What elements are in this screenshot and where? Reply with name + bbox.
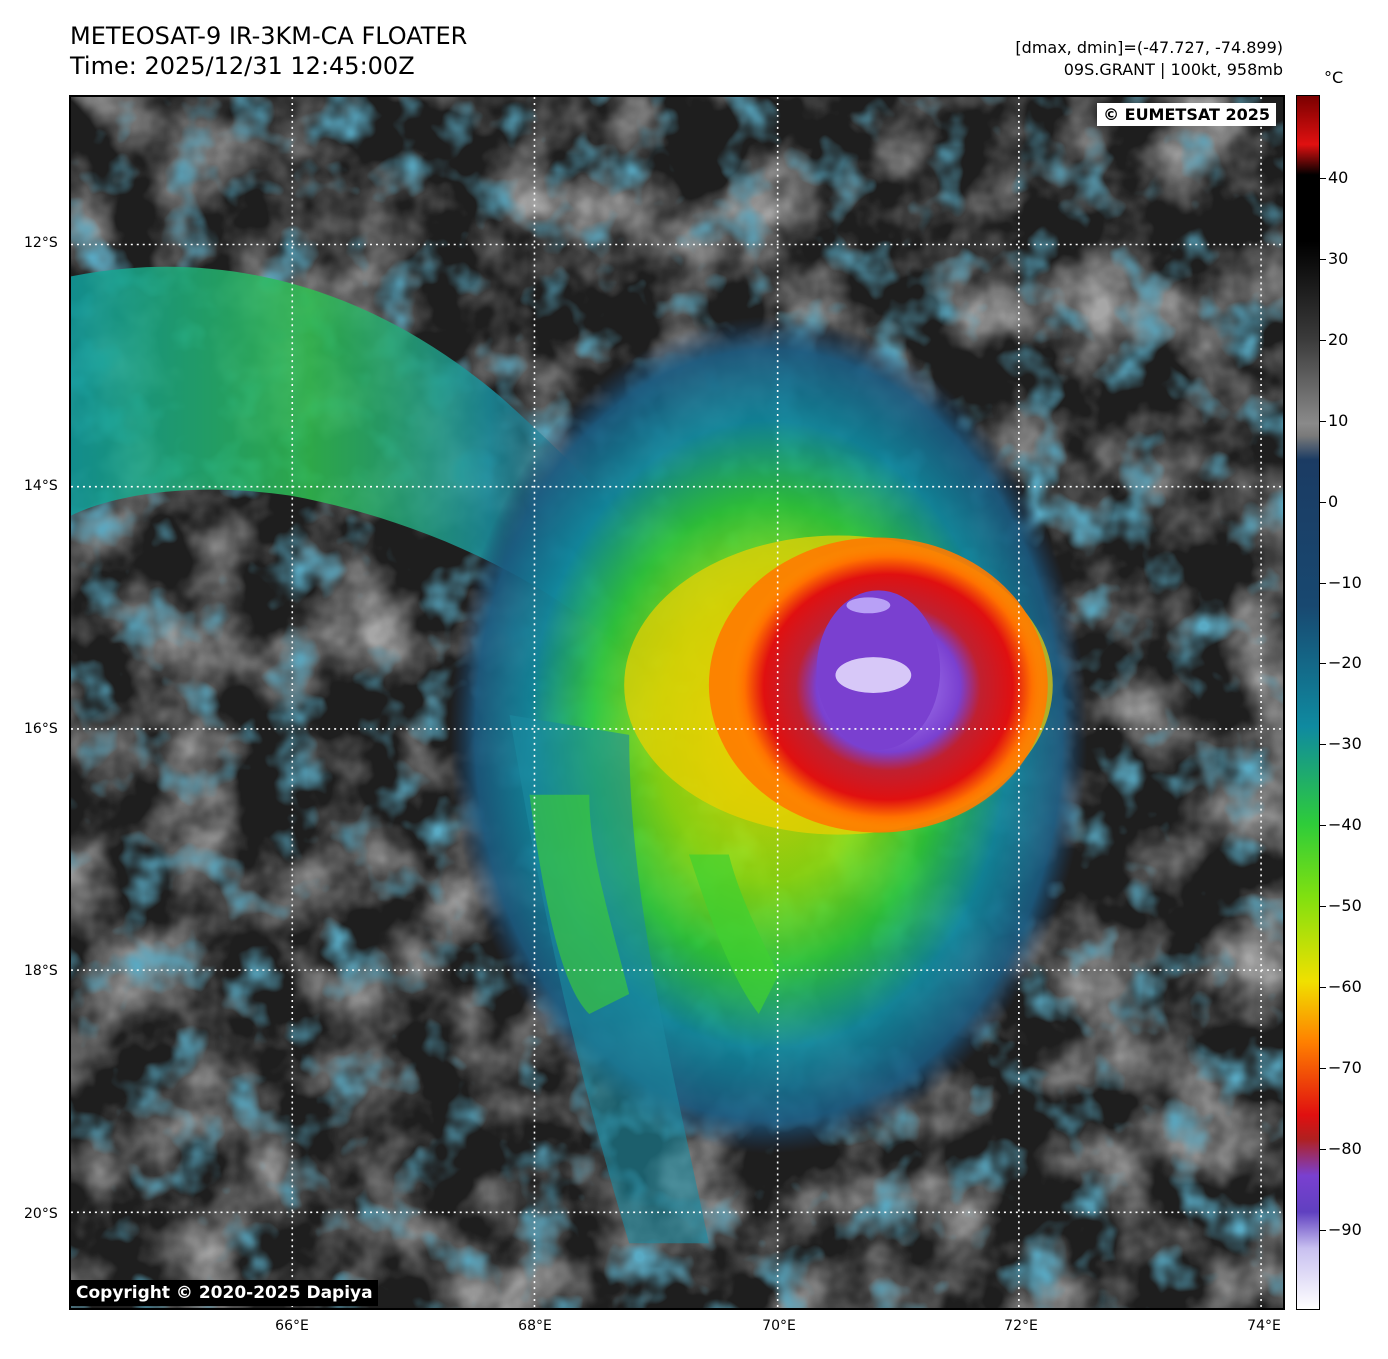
colorbar-tick-label: −20 [1328, 653, 1362, 673]
colorbar-tick [1320, 1229, 1326, 1231]
colorbar-tick-label: −70 [1328, 1057, 1362, 1077]
colorbar-tick [1320, 663, 1326, 665]
colorbar-tick-label: 30 [1328, 248, 1349, 268]
storm-info: 09S.GRANT | 100kt, 958mb [1063, 60, 1283, 79]
lat-label-12s: 12°S [24, 235, 58, 251]
colorbar-tick-label: 40 [1328, 168, 1349, 187]
colorbar-tick-label: −50 [1328, 896, 1362, 916]
colorbar-tick [1320, 1148, 1326, 1150]
colorbar-tick [1320, 1067, 1326, 1069]
colorbar-tick-label: 0 [1328, 491, 1339, 511]
lon-label-72e: 72°E [1004, 1318, 1038, 1334]
colorbar-tick [1320, 501, 1326, 503]
colorbar-tick [1320, 987, 1326, 988]
lon-label-74e: 74°E [1247, 1318, 1281, 1334]
dapiya-credit: Copyright © 2020-2025 Dapiya [71, 1280, 378, 1306]
chart-title: METEOSAT-9 IR-3KM-CA FLOATER [70, 22, 468, 50]
colorbar-tick-label: −80 [1328, 1138, 1362, 1158]
range-info: [dmax, dmin]=(-47.727, -74.899) [1015, 38, 1283, 57]
lat-label-14s: 14°S [24, 478, 58, 494]
colorbar-tick [1320, 339, 1326, 341]
colorbar-tick [1320, 420, 1326, 422]
lat-label-16s: 16°S [24, 721, 58, 737]
colorbar-tick-label: −90 [1328, 1219, 1362, 1239]
lon-label-70e: 70°E [762, 1318, 796, 1334]
colorbar-tick [1320, 258, 1326, 260]
colorbar-tick [1320, 825, 1326, 827]
colorbar-tick-label: −30 [1328, 734, 1362, 754]
lon-label-66e: 66°E [275, 1318, 309, 1334]
satellite-map [69, 95, 1285, 1310]
lat-label-18s: 18°S [24, 963, 58, 979]
colorbar-tick [1320, 906, 1326, 908]
colorbar-unit: °C [1324, 68, 1344, 87]
colorbar-tick [1320, 178, 1326, 179]
colorbar-tick-label: 10 [1328, 410, 1349, 430]
colorbar-tick [1320, 744, 1326, 746]
colorbar-tick [1320, 582, 1326, 584]
colorbar-tick-label: −40 [1328, 815, 1362, 835]
colorbar-tick-label: −60 [1328, 977, 1362, 996]
lat-label-20s: 20°S [24, 1206, 58, 1222]
colorbar-tick-label: 20 [1328, 329, 1349, 349]
eumetsat-credit: © EUMETSAT 2025 [1097, 103, 1276, 126]
colorbar [1296, 95, 1320, 1310]
chart-time: Time: 2025/12/31 12:45:00Z [70, 52, 415, 80]
ir-imagery [71, 97, 1283, 1308]
lon-label-68e: 68°E [518, 1318, 552, 1334]
colorbar-tick-label: −10 [1328, 572, 1362, 592]
